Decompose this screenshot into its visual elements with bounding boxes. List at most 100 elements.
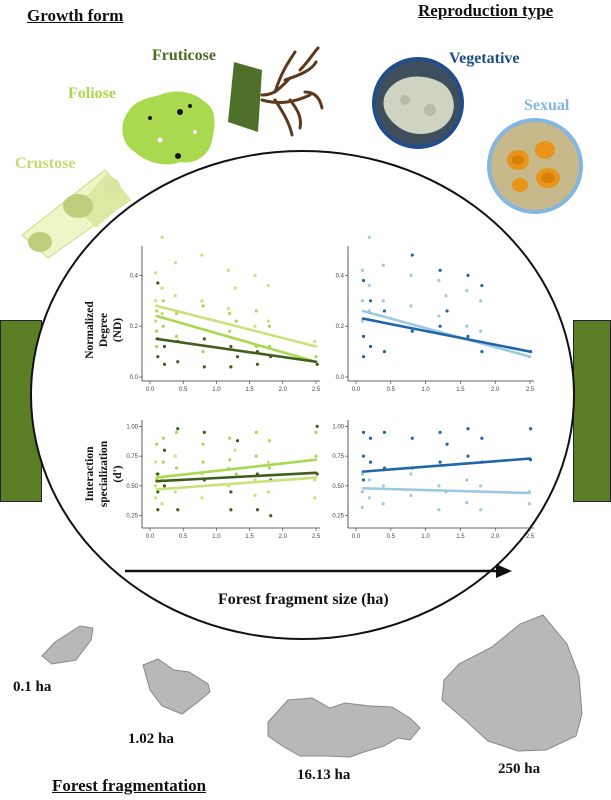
data-point [233,448,237,452]
data-point [360,268,364,272]
data-point [174,430,179,434]
data-point [360,490,364,494]
forest-patches [41,614,583,758]
data-point [153,319,158,323]
data-point [201,442,205,446]
data-point [409,472,413,476]
data-point [253,273,257,277]
data-point [174,311,179,316]
data-point [480,283,484,288]
data-point [202,337,206,341]
data-point [253,493,257,498]
patch-16-13ha [267,697,421,758]
data-point [437,484,441,488]
data-point [162,448,167,452]
data-point [361,478,366,482]
trend-line [155,476,318,491]
data-point [382,430,387,434]
data-point [228,329,232,333]
data-point [229,365,233,369]
data-point [254,309,258,313]
patch-1-02ha [142,658,211,715]
x-tick-label: 1.5 [456,387,465,393]
data-point [367,478,371,482]
data-point [381,484,385,488]
data-point [254,430,258,434]
data-point [173,454,177,458]
data-point [267,324,272,328]
y-tick-label: 0.25 [126,514,138,520]
data-point [153,484,158,488]
data-point [235,439,240,443]
data-point [360,299,364,303]
data-point [162,484,167,488]
data-point [479,508,483,512]
data-point [162,344,167,349]
data-point [479,299,483,303]
data-point [160,235,164,239]
data-point [267,466,272,470]
x-tick-label: 0.0 [146,534,155,540]
data-point [161,460,165,464]
data-point [155,344,159,349]
x-tick-label: 2.5 [526,387,535,393]
x-tick-label: 2.5 [312,387,321,393]
x-tick-label: 2.0 [279,387,288,393]
x-tick-label: 2.0 [491,534,500,540]
data-point [253,478,257,482]
data-point [176,360,180,364]
x-tick-label: 1.0 [212,387,221,393]
data-point [228,436,232,440]
data-point [173,490,177,494]
data-point [156,490,160,494]
data-point [254,454,258,458]
data-point [201,460,205,464]
data-point [314,430,318,434]
data-point [409,493,413,498]
data-point [361,430,366,434]
trend-line [361,317,532,353]
data-point [480,436,484,440]
data-point [235,355,240,359]
data-point [234,472,238,476]
data-point [444,294,448,298]
data-point [360,505,364,509]
data-point [479,484,483,488]
x-tick-label: 1.5 [245,534,254,540]
y-tick-label: 0.75 [332,454,344,460]
y-tick-label: 0.25 [332,514,344,520]
data-point [314,355,318,359]
data-point [465,289,469,293]
data-point [409,304,413,308]
data-point [479,329,483,333]
data-point [313,339,317,344]
x-tick-label: 0.5 [387,534,396,540]
data-point [155,329,159,333]
growth-form-header: Growth form [27,6,124,25]
foliose-label: Foliose [68,85,116,102]
x-tick-label: 0.0 [146,387,155,393]
x-tick-label: 0.0 [352,534,361,540]
x-tick-label: 0.5 [179,534,188,540]
data-point [255,362,260,366]
fruticose-label: Fruticose [152,47,216,64]
data-point [361,454,366,458]
y-tick-label: 0.50 [332,484,344,490]
patch-label-1-02ha: 1.02 ha [128,731,174,747]
data-point [226,268,231,272]
data-point [368,344,373,349]
data-point [315,362,319,366]
patch-label-0-1ha: 0.1 ha [13,679,52,695]
data-point [361,278,366,283]
data-point [465,478,469,482]
trend-line [155,471,318,483]
sexual-label: Sexual [524,97,570,114]
data-point [438,324,442,328]
data-point [155,309,159,313]
data-point [438,460,442,464]
data-point [156,281,160,285]
data-point [173,294,177,298]
data-point [160,286,164,290]
data-point [174,466,179,470]
data-point [200,253,204,257]
